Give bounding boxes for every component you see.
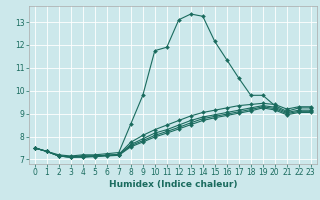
X-axis label: Humidex (Indice chaleur): Humidex (Indice chaleur) <box>108 180 237 189</box>
